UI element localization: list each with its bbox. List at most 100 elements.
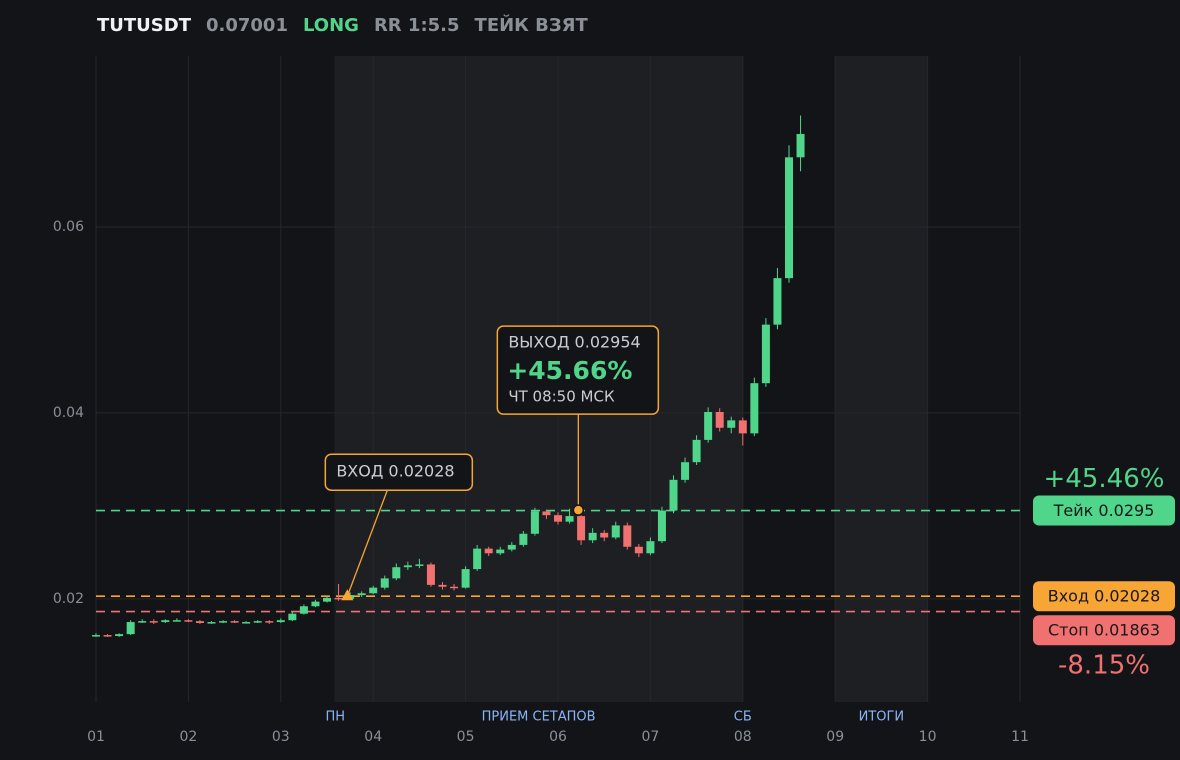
candle-body: [646, 541, 655, 554]
x-tick-label: 04: [364, 729, 382, 745]
x-tick-label: 11: [1011, 729, 1029, 745]
candle-body: [172, 620, 181, 622]
candle-body: [334, 597, 343, 600]
callout-change: +45.66%: [507, 356, 632, 385]
session-label: СБ: [734, 710, 752, 725]
candle-body: [219, 621, 228, 623]
candle-body: [450, 586, 459, 589]
session-shade: [835, 56, 928, 702]
candle-body: [750, 383, 759, 434]
x-tick-label: 10: [919, 729, 937, 745]
candle-body: [785, 157, 793, 279]
candle-body: [496, 549, 505, 554]
candle-body: [692, 439, 701, 463]
candle-body: [542, 511, 551, 516]
candle-body: [657, 510, 666, 542]
candle-body: [681, 462, 690, 480]
entry-marker: [341, 589, 354, 601]
callout-text: ВХОД 0.02028: [336, 462, 454, 481]
candle-body: [242, 622, 251, 624]
candle-body: [380, 578, 389, 588]
candle-body: [669, 479, 678, 511]
candle-body: [554, 515, 562, 522]
candle-body: [761, 324, 770, 384]
candle-body: [138, 621, 147, 623]
candle-body: [369, 587, 378, 594]
candle-body: [323, 597, 331, 602]
candle-body: [311, 601, 320, 607]
candle-body: [265, 621, 274, 623]
session-label: ПРИЕМ СЕТАПОВ: [482, 710, 596, 725]
candle-body: [634, 546, 643, 554]
candle-body: [473, 548, 482, 570]
risk-reward: RR 1:5.5: [373, 15, 460, 36]
candle-body: [161, 620, 170, 623]
level-change: +45.46%: [1044, 464, 1165, 494]
status: ТЕЙК ВЗЯТ: [474, 15, 588, 36]
candle-body: [461, 569, 470, 588]
candle-body: [392, 567, 401, 579]
x-tick-label: 01: [87, 729, 105, 745]
candle-body: [484, 548, 493, 554]
y-tick-label: 0.06: [53, 219, 84, 235]
level-badge: [1033, 495, 1175, 526]
candle-body: [115, 634, 124, 637]
x-tick-label: 08: [734, 729, 752, 745]
symbol: TUTUSDT: [97, 15, 191, 36]
candle-body: [299, 606, 308, 614]
candle-body: [577, 516, 586, 541]
callout-text: ВЫХОД 0.02954: [508, 333, 640, 352]
level-badge: [1033, 581, 1175, 612]
candle-body: [738, 420, 747, 434]
level-label: Вход 0.02028: [1048, 587, 1161, 606]
candle-body: [438, 584, 447, 587]
level-label: Стоп 0.01863: [1048, 621, 1160, 640]
candle-body: [611, 525, 620, 538]
candle-body: [230, 621, 239, 623]
level-label: Тейк 0.0295: [1053, 501, 1155, 520]
x-tick-label: 05: [457, 729, 475, 745]
candle-body: [207, 622, 216, 624]
candle-body: [727, 420, 736, 428]
candle-body: [253, 621, 262, 623]
candle-body: [565, 516, 574, 522]
candle-body: [623, 525, 632, 547]
candle-body: [715, 411, 724, 428]
session-label: ПН: [326, 710, 346, 725]
candle-body: [195, 621, 204, 623]
x-tick-label: 09: [826, 729, 844, 745]
candle-body: [426, 564, 435, 585]
x-tick-label: 02: [179, 729, 197, 745]
candle-body: [588, 532, 597, 541]
callout-box: [496, 325, 660, 415]
candle-body: [126, 622, 135, 635]
candle-body: [403, 565, 412, 568]
candle-body: [184, 620, 193, 622]
candle-body: [357, 593, 366, 596]
level-change: -8.15%: [1058, 651, 1150, 681]
y-tick-label: 0.04: [53, 405, 84, 421]
level-badge: [1033, 615, 1175, 646]
candle-body: [704, 411, 713, 440]
candle-body: [600, 532, 609, 538]
candle-body: [103, 635, 112, 637]
candle-body: [773, 278, 782, 325]
candle-body: [507, 544, 516, 550]
x-tick-label: 07: [641, 729, 659, 745]
header: TUTUSDT 0.07001 LONG RR 1:5.5 ТЕЙК ВЗЯТ: [97, 15, 588, 36]
candle-body: [149, 621, 158, 623]
exit-marker: [572, 504, 585, 516]
candle-body: [796, 133, 805, 158]
y-tick-label: 0.02: [53, 591, 84, 607]
session-label: ИТОГИ: [859, 710, 905, 725]
x-tick-label: 03: [272, 729, 290, 745]
callout-time: ЧТ 08:50 МСК: [508, 388, 615, 406]
candle-body: [288, 613, 297, 621]
callout-connector: [346, 489, 388, 597]
callout-box: [324, 453, 474, 491]
price: 0.07001: [205, 15, 288, 36]
candle-body: [415, 564, 424, 566]
x-tick-label: 06: [549, 729, 567, 745]
